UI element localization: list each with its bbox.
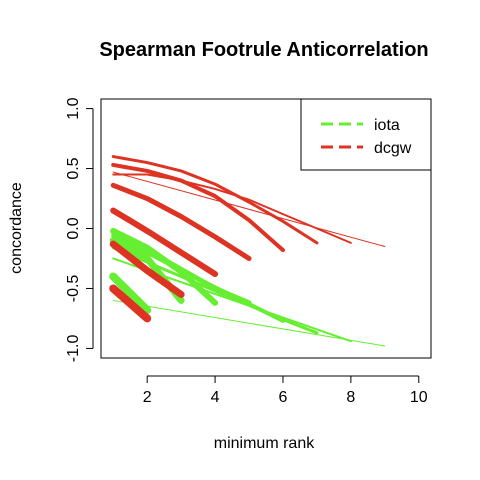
plot-frame [100,98,432,359]
series-layer [109,155,386,347]
x-tick-label: 4 [211,389,220,406]
y-tick-label: -0.5 [65,275,82,303]
legend-label-iota: iota [374,117,400,134]
x-tick-label: 6 [279,389,288,406]
x-axis-label: minimum rank [214,435,315,452]
legend-box [300,98,432,171]
series-line-dcgw-16 [109,284,152,323]
series-line-dcgw-13 [110,182,252,261]
series-line-dcgw-14 [110,207,219,278]
y-tick-label: 0.0 [65,217,82,239]
series-line-dcgw-9 [112,171,386,247]
series-line-dcgw-15 [109,240,185,298]
chart-title: Spearman Footrule Anticorrelation [99,39,428,61]
series-line-dcgw-11 [111,155,319,245]
x-tick-label: 10 [410,389,428,406]
y-tick-label: 1.0 [65,97,82,119]
y-axis-label: concordance [8,182,25,274]
x-tick-label: 2 [143,389,152,406]
legend: iota dcgw [300,98,432,171]
x-tick-label: 8 [346,389,355,406]
series-line-iota-6 [110,227,219,306]
y-tick-label: 0.5 [65,157,82,179]
series-line-iota-8 [109,272,152,315]
legend-label-dcgw: dcgw [374,140,412,157]
series-line-dcgw-12 [111,162,285,253]
axes-layer: 2 4 6 8 10 -1.0 -0.5 0.0 0.5 1.0 [65,97,428,406]
series-line-iota-1 [112,299,386,347]
y-tick-label: -1.0 [65,335,82,363]
